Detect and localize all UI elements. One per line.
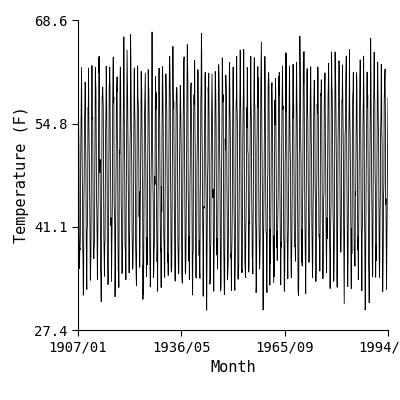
X-axis label: Month: Month <box>210 360 256 375</box>
Y-axis label: Temperature (F): Temperature (F) <box>14 106 28 244</box>
